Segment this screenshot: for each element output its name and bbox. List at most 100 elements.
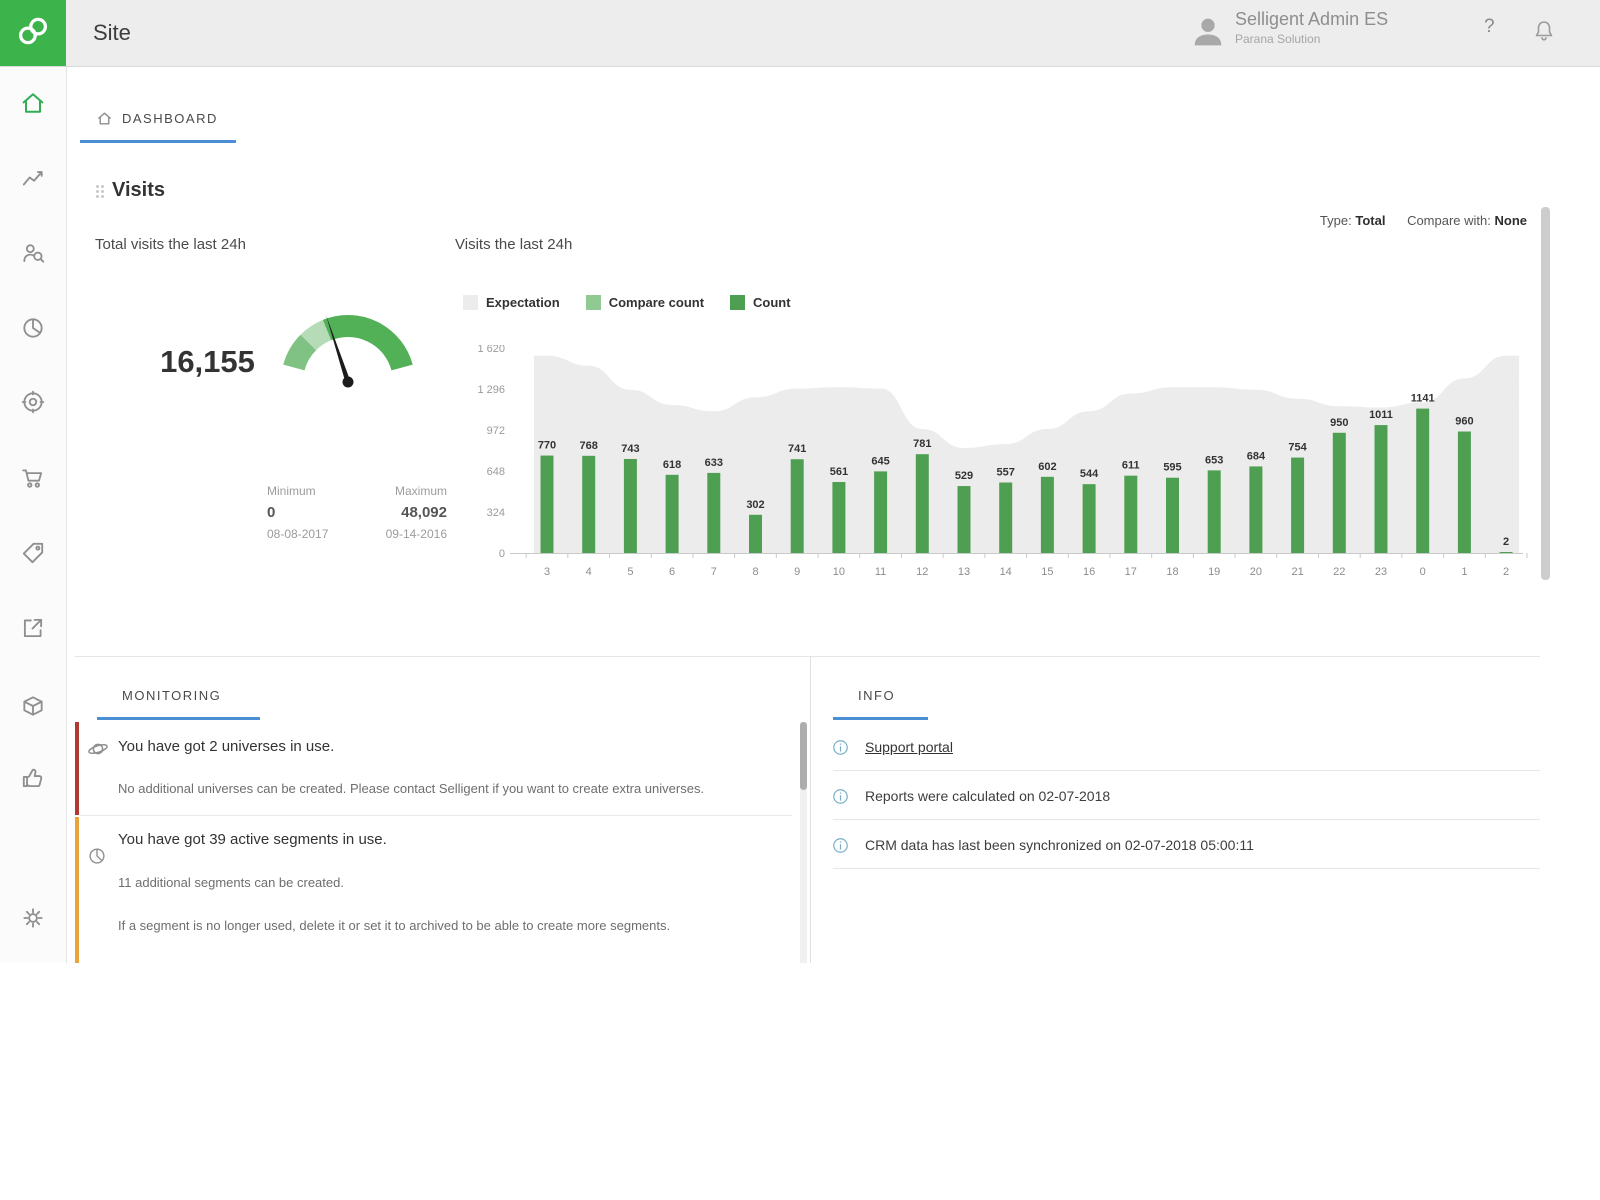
section-divider (75, 656, 1540, 657)
help-button[interactable]: ? (1484, 16, 1495, 37)
monitoring-item-title: You have got 39 active segments in use. (118, 831, 387, 848)
sidebar-item-settings[interactable] (13, 900, 53, 940)
y-axis-tick-label: 1 296 (477, 384, 505, 396)
tab-monitoring[interactable]: MONITORING (122, 688, 222, 703)
legend-item-count: Count (730, 295, 791, 310)
settings-icon (20, 905, 46, 936)
gauge-segment-high (322, 315, 413, 371)
bar-value-label: 602 (1038, 461, 1056, 473)
count-bar (1166, 477, 1179, 553)
x-axis-category-label: 0 (1420, 566, 1426, 578)
gauge-maximum: Maximum 48,092 09-14-2016 (330, 484, 447, 541)
sidebar-item-home[interactable] (13, 85, 53, 125)
bar-value-label: 618 (663, 459, 681, 471)
bar-value-label: 960 (1455, 416, 1473, 428)
universe-icon (86, 737, 110, 766)
sidebar-item-export[interactable] (13, 610, 53, 650)
info-icon (831, 787, 850, 811)
maximum-date: 09-14-2016 (385, 527, 447, 541)
user-menu[interactable] (1188, 12, 1228, 57)
bar-value-label: 768 (580, 440, 598, 452)
bar-value-label: 544 (1080, 468, 1099, 480)
x-axis-category-label: 5 (627, 566, 633, 578)
bar-value-label: 645 (871, 455, 889, 467)
minimum-label: Minimum (267, 484, 316, 498)
user-organization: Parana Solution (1235, 32, 1321, 46)
count-bar (790, 459, 804, 553)
bar-value-label: 529 (955, 470, 973, 482)
monitoring-item-title: You have got 2 universes in use. (118, 738, 335, 755)
page-scrollbar-thumb[interactable] (1541, 207, 1550, 580)
audience-search-icon (20, 240, 46, 271)
bar-value-label: 754 (1288, 442, 1307, 454)
info-row-text: CRM data has last been synchronized on 0… (865, 837, 1254, 853)
selligent-logo[interactable] (0, 0, 66, 66)
sidebar-item-target[interactable] (13, 384, 53, 424)
legend-item-expectation: Expectation (463, 295, 560, 310)
x-axis-category-label: 14 (1000, 566, 1012, 578)
monitoring-scrollbar-thumb[interactable] (800, 722, 807, 790)
count-bar (1499, 552, 1513, 553)
count-bar (1291, 457, 1305, 553)
bar-value-label: 770 (538, 440, 556, 452)
sidebar-item-audience-search[interactable] (13, 235, 53, 275)
notifications-button[interactable] (1532, 19, 1556, 48)
package-icon (20, 693, 46, 724)
x-axis-category-label: 2 (1503, 566, 1509, 578)
monitoring-scrollbar-track[interactable] (800, 722, 807, 963)
monitoring-item-text: If a segment is no longer used, delete i… (118, 918, 671, 933)
bar-value-label: 653 (1205, 454, 1223, 466)
gauge-needle (326, 315, 351, 383)
tag-icon (20, 540, 46, 571)
segments-icon (86, 845, 108, 872)
monitoring-severity-bar (75, 817, 79, 963)
compare-value[interactable]: None (1494, 213, 1528, 228)
sidebar-item-reports[interactable] (13, 310, 53, 350)
bar-value-label: 611 (1122, 460, 1140, 472)
count-bar (1374, 425, 1388, 553)
x-axis-category-label: 21 (1291, 566, 1303, 578)
sidebar-item-engage[interactable] (13, 760, 53, 800)
type-value[interactable]: Total (1355, 213, 1386, 228)
sidebar-item-products[interactable] (13, 688, 53, 728)
x-axis-category-label: 7 (711, 566, 717, 578)
gauge-hub (342, 376, 354, 388)
user-name[interactable]: Selligent Admin ES (1235, 9, 1389, 29)
pie-chart-icon (20, 315, 46, 346)
x-axis-category-label: 11 (875, 566, 886, 578)
sidebar-item-analytics[interactable] (13, 160, 53, 200)
avatar-icon (1188, 18, 1228, 56)
bar-value-label: 595 (1163, 462, 1181, 474)
count-bar (832, 482, 846, 553)
panel-divider (810, 656, 811, 963)
tab-dashboard[interactable]: DASHBOARD (122, 111, 218, 126)
x-axis-category-label: 10 (833, 566, 845, 578)
home-icon (19, 89, 47, 122)
x-axis-category-label: 4 (586, 566, 592, 578)
bar-value-label: 781 (913, 438, 931, 450)
chart-panel-title: Visits the last 24h (455, 236, 573, 253)
x-axis-category-label: 20 (1250, 566, 1262, 578)
sidebar-item-tags[interactable] (13, 535, 53, 575)
maximum-label: Maximum (394, 484, 447, 498)
y-axis-tick-label: 324 (487, 507, 505, 519)
target-icon (20, 389, 46, 420)
info-row-divider (833, 868, 1540, 869)
tab-info[interactable]: INFO (858, 688, 896, 703)
gauge-segment-low (283, 334, 317, 371)
compare-label: Compare with: (1407, 213, 1491, 228)
count-bar (1082, 484, 1096, 553)
expectation-swatch-icon (463, 295, 478, 310)
tab-info-underline (833, 717, 928, 720)
widget-drag-handle[interactable] (96, 185, 99, 188)
support-portal-link[interactable]: Support portal (865, 739, 953, 755)
x-axis-category-label: 6 (669, 566, 675, 578)
analytics-icon (20, 165, 46, 196)
x-axis-category-label: 17 (1125, 566, 1137, 578)
info-icon (831, 738, 850, 762)
bell-icon (1532, 21, 1556, 47)
count-bar (1416, 408, 1430, 553)
x-axis-category-label: 22 (1333, 566, 1345, 578)
sidebar-item-commerce[interactable] (13, 460, 53, 500)
info-row-divider (833, 770, 1540, 771)
